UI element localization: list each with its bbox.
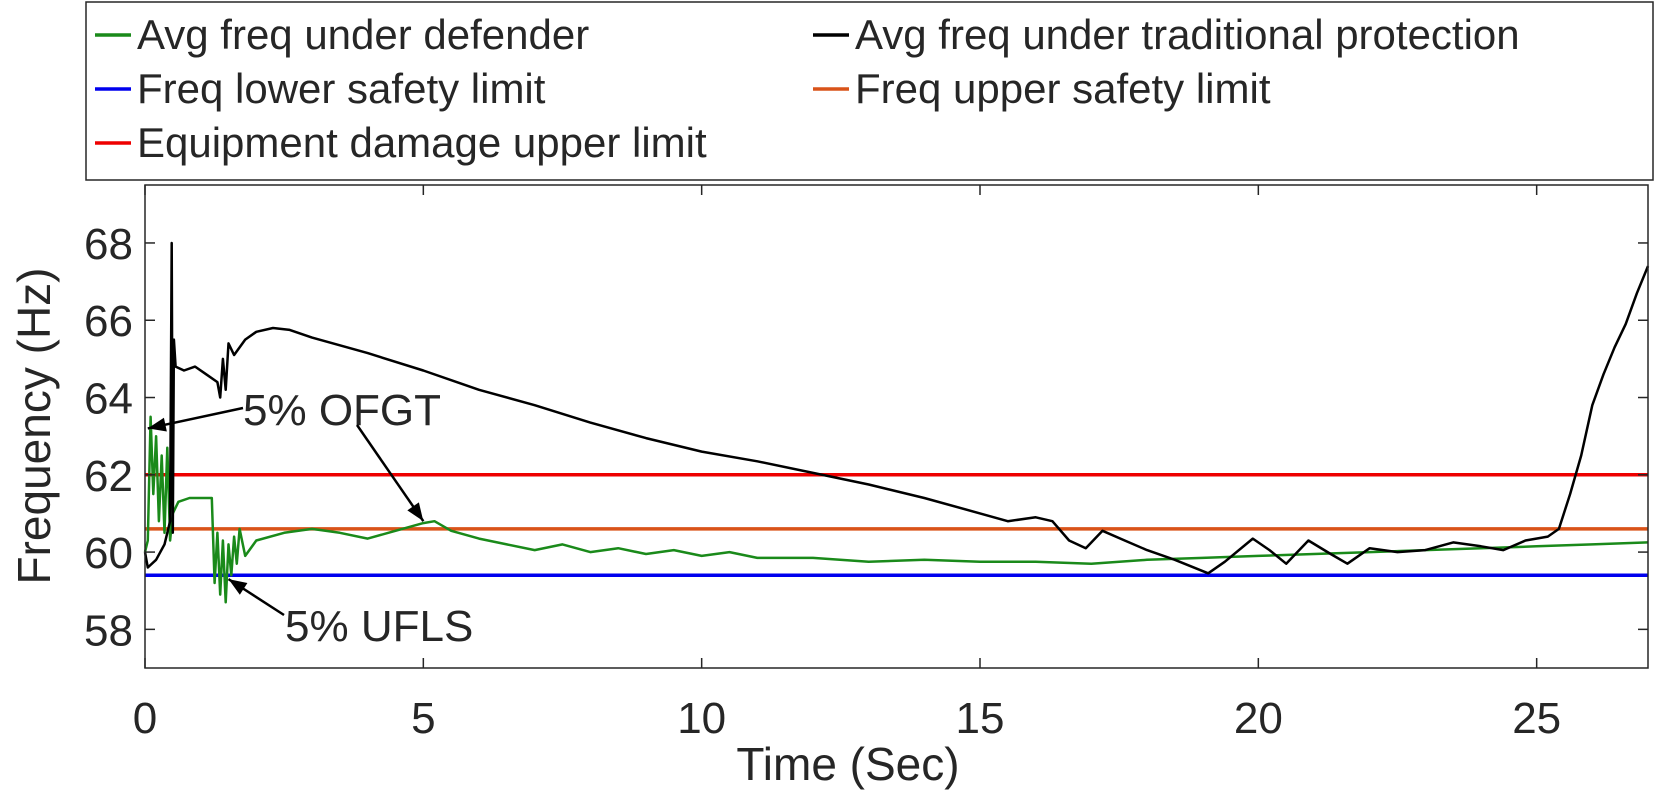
annotation-arrow-line: [355, 424, 425, 522]
annotation-arrow-head: [407, 502, 424, 522]
x-tick-label: 20: [1234, 694, 1283, 743]
legend: Avg freq under defender Avg freq under tr…: [85, 1, 1654, 181]
y-tick-label: 64: [84, 375, 133, 424]
annotation-arrow-head: [147, 417, 167, 432]
x-axis-label: Time (Sec): [736, 738, 959, 790]
y-tick-label: 62: [84, 452, 133, 501]
y-tick-label: 58: [84, 606, 133, 655]
plot-area: [145, 185, 1648, 668]
series-layer: [143, 241, 1650, 604]
plot-frame: [144, 184, 1649, 669]
x-tick-label: 15: [956, 694, 1005, 743]
legend-label-equipment-damage-upper-limit: Equipment damage upper limit: [137, 119, 707, 166]
y-tick-label: 66: [84, 297, 133, 346]
annotation-ofgt-label: 5% OFGT: [243, 386, 441, 435]
annotation-layer: 5% OFGT 5% UFLS: [147, 386, 473, 651]
y-tick-label: 60: [84, 529, 133, 578]
x-tick-label: 25: [1512, 694, 1561, 743]
legend-label-freq-lower-safety-limit: Freq lower safety limit: [137, 65, 546, 112]
y-axis-label: Frequency (Hz): [8, 268, 60, 585]
annotation-ufls-label: 5% UFLS: [285, 602, 473, 651]
annotation-arrow-head: [228, 579, 248, 595]
ticks-layer: 0 5 10 15 20 25 58 60 62 64 66 68: [84, 185, 1648, 743]
x-tick-label: 10: [677, 694, 726, 743]
legend-label-freq-upper-safety-limit: Freq upper safety limit: [855, 65, 1271, 112]
legend-box: [85, 1, 1654, 181]
y-tick-label: 68: [84, 220, 133, 269]
x-tick-label: 5: [411, 694, 435, 743]
legend-label-avg-freq-under-defender: Avg freq under defender: [137, 11, 589, 58]
series-line-avg-freq-under-traditional-protection: [143, 241, 1650, 575]
legend-label-avg-freq-under-traditional-protection: Avg freq under traditional protection: [855, 11, 1520, 58]
x-tick-label: 0: [133, 694, 157, 743]
